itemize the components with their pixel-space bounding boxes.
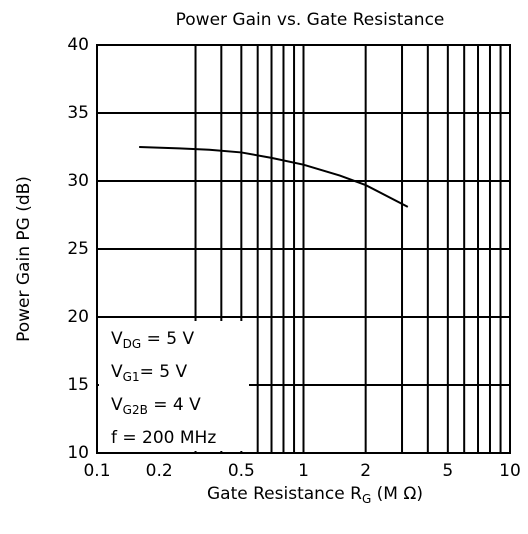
annotation-main: f = 200 MHz (111, 428, 216, 448)
x-tick-label: 0.2 (146, 461, 173, 481)
y-axis-label: Power Gain PG (dB) (14, 176, 34, 342)
x-axis-label-sub: G (362, 492, 371, 506)
x-axis-label-main: Gate Resistance R (207, 484, 362, 504)
x-tick-label: 2 (360, 461, 371, 481)
y-tick-label: 10 (67, 443, 89, 463)
data-line (139, 146, 409, 208)
x-tick-label: 0.5 (228, 461, 255, 481)
y-tick-label: 30 (67, 171, 89, 191)
annotation-main: V (111, 395, 123, 415)
annotation-main: V (111, 362, 123, 382)
chart-title: Power Gain vs. Gate Resistance (176, 10, 445, 30)
x-tick-label: 10 (499, 461, 521, 481)
annotation-rest: = 4 V (148, 395, 201, 415)
annotation-rest: = 5 V (140, 362, 188, 382)
annotation: f = 200 MHz (111, 428, 216, 448)
y-tick-label: 20 (67, 307, 89, 327)
annotation-box (99, 321, 249, 451)
annotation-sub: G1 (123, 370, 140, 384)
y-tick-label: 15 (67, 375, 89, 395)
x-axis-label: Gate Resistance RG (M Ω) (207, 484, 423, 506)
annotation: VG2B = 4 V (111, 395, 201, 417)
y-tick-label: 25 (67, 239, 89, 259)
annotation: VDG = 5 V (111, 329, 194, 351)
x-tick-label: 0.1 (83, 461, 110, 481)
annotation-main: V (111, 329, 123, 349)
y-tick-label: 35 (67, 103, 89, 123)
annotation: VG1= 5 V (111, 362, 187, 384)
annotation-sub: DG (123, 337, 142, 351)
plot-frame (96, 44, 511, 454)
annotation-rest: = 5 V (141, 329, 194, 349)
x-tick-label: 5 (442, 461, 453, 481)
x-tick-label: 1 (298, 461, 309, 481)
annotation-sub: G2B (123, 403, 148, 417)
y-tick-label: 40 (67, 35, 89, 55)
x-axis-label-rest: (M Ω) (371, 484, 423, 504)
